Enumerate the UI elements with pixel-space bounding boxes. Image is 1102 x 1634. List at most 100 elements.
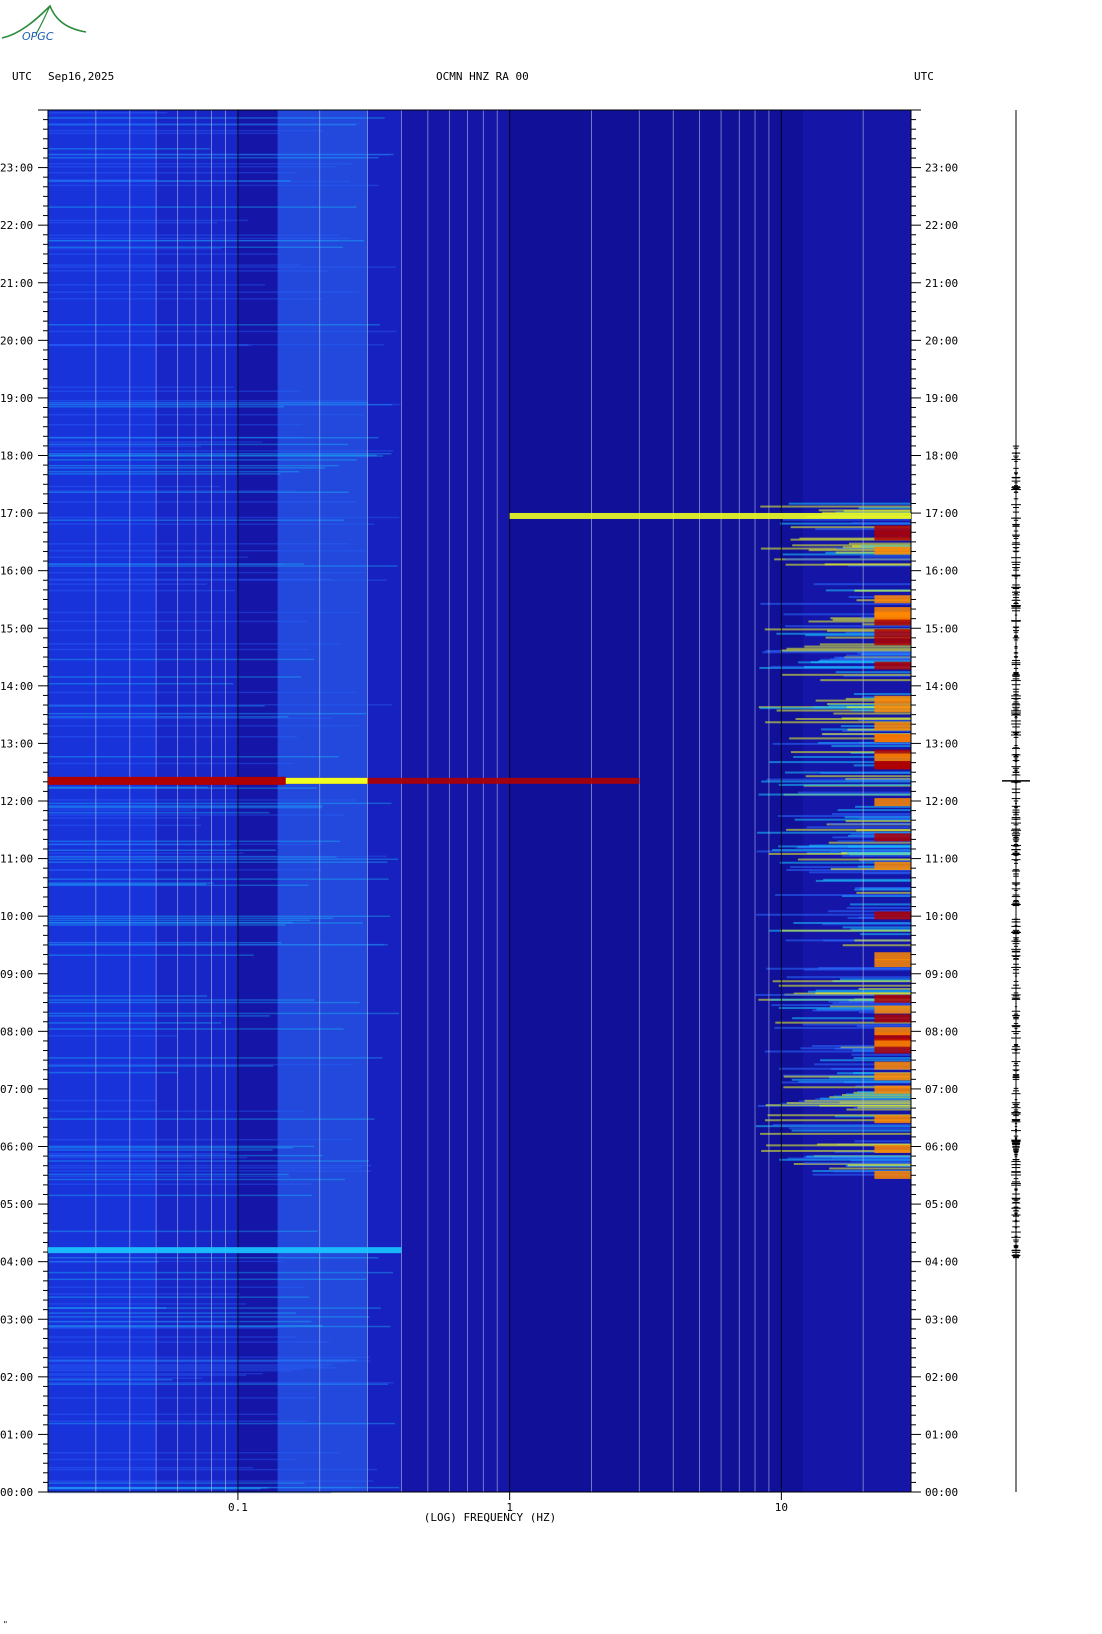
right-time-label: 05:00 — [925, 1198, 958, 1211]
high-frequency-energy — [825, 636, 911, 639]
texture-line — [48, 843, 231, 846]
texture-line — [48, 344, 252, 347]
high-frequency-energy — [786, 976, 911, 979]
right-timezone-label: UTC — [914, 70, 934, 83]
texture-line — [48, 1365, 324, 1368]
high-frequency-peak — [874, 833, 911, 842]
texture-line — [48, 919, 311, 922]
high-frequency-energy — [829, 1167, 911, 1170]
high-frequency-energy — [793, 921, 911, 924]
x-axis-label: (LOG) FREQUENCY (HZ) — [424, 1511, 556, 1524]
texture-line — [48, 1312, 297, 1314]
high-frequency-peak — [874, 532, 911, 541]
texture-line — [48, 1278, 367, 1281]
high-frequency-energy — [845, 779, 911, 782]
high-frequency-energy — [782, 673, 911, 676]
texture-line — [48, 405, 284, 408]
high-frequency-energy — [766, 778, 911, 781]
high-frequency-energy — [862, 1161, 911, 1164]
texture-line — [48, 436, 303, 439]
high-frequency-peak — [874, 1115, 911, 1124]
high-frequency-energy — [780, 649, 911, 652]
texture-line — [48, 999, 315, 1001]
high-frequency-energy — [764, 628, 911, 631]
texture-line — [48, 117, 385, 119]
texture-line — [48, 443, 348, 446]
high-frequency-energy — [778, 783, 911, 786]
high-frequency-peak — [874, 911, 911, 920]
spectral-column — [367, 110, 402, 1492]
left-time-label: 11:00 — [0, 853, 33, 866]
texture-line — [48, 1170, 372, 1172]
high-frequency-energy — [804, 1099, 911, 1102]
high-frequency-energy — [828, 1000, 911, 1003]
texture-line — [48, 1327, 277, 1329]
high-frequency-energy — [779, 861, 911, 864]
texture-line — [48, 485, 221, 488]
texture-line — [48, 883, 207, 886]
left-time-label: 16:00 — [0, 565, 33, 578]
high-frequency-peak — [874, 1170, 911, 1179]
high-frequency-energy — [854, 939, 911, 942]
high-frequency-energy — [842, 729, 911, 732]
texture-line — [48, 413, 365, 416]
texture-line — [48, 399, 367, 402]
texture-line — [48, 924, 286, 926]
texture-line — [48, 565, 398, 567]
high-frequency-energy — [806, 826, 911, 829]
high-frequency-energy — [776, 632, 911, 635]
texture-line — [48, 915, 391, 918]
texture-line — [48, 1372, 263, 1375]
texture-line — [48, 1326, 293, 1328]
texture-line — [48, 543, 350, 545]
texture-line — [48, 123, 360, 125]
texture-line — [48, 1361, 350, 1363]
left-time-label: 04:00 — [0, 1256, 33, 1269]
high-frequency-energy — [829, 849, 911, 852]
texture-line — [48, 1183, 312, 1186]
high-frequency-energy — [845, 778, 911, 781]
spectrogram-area — [48, 110, 911, 1494]
texture-line — [48, 1487, 261, 1490]
high-frequency-energy — [783, 1075, 911, 1078]
high-frequency-energy — [791, 1078, 911, 1081]
texture-line — [48, 1145, 315, 1148]
texture-line — [48, 162, 353, 165]
left-timezone-label: UTC — [12, 70, 32, 83]
high-frequency-energy — [819, 1059, 911, 1062]
texture-line — [48, 390, 301, 393]
texture-line — [48, 805, 323, 807]
texture-line — [48, 1422, 396, 1425]
high-frequency-peak — [874, 617, 911, 626]
high-frequency-energy — [794, 818, 911, 821]
texture-line — [48, 809, 193, 811]
texture-line — [48, 852, 244, 854]
high-frequency-energy — [808, 549, 911, 552]
texture-line — [48, 179, 158, 181]
texture-line — [48, 583, 207, 585]
texture-line — [48, 247, 222, 250]
high-frequency-energy — [845, 1093, 911, 1096]
x-tick-label: 0.1 — [228, 1501, 248, 1514]
texture-line — [48, 1303, 247, 1305]
texture-line — [48, 861, 388, 863]
high-frequency-energy — [785, 563, 911, 566]
high-frequency-energy — [845, 820, 911, 823]
high-frequency-energy — [802, 1023, 911, 1026]
high-frequency-energy — [783, 1086, 911, 1089]
high-frequency-peak — [874, 1005, 911, 1014]
high-frequency-energy — [830, 1005, 911, 1008]
high-frequency-energy — [858, 987, 911, 990]
texture-line — [48, 556, 249, 559]
texture-line — [48, 1369, 292, 1372]
texture-line — [48, 490, 295, 492]
texture-line — [48, 1413, 278, 1416]
texture-line — [48, 436, 379, 439]
texture-line — [48, 1286, 305, 1288]
texture-line — [48, 1482, 305, 1484]
texture-line — [48, 921, 293, 924]
high-frequency-energy — [819, 643, 911, 646]
texture-line — [48, 756, 339, 758]
high-frequency-energy — [830, 868, 911, 871]
